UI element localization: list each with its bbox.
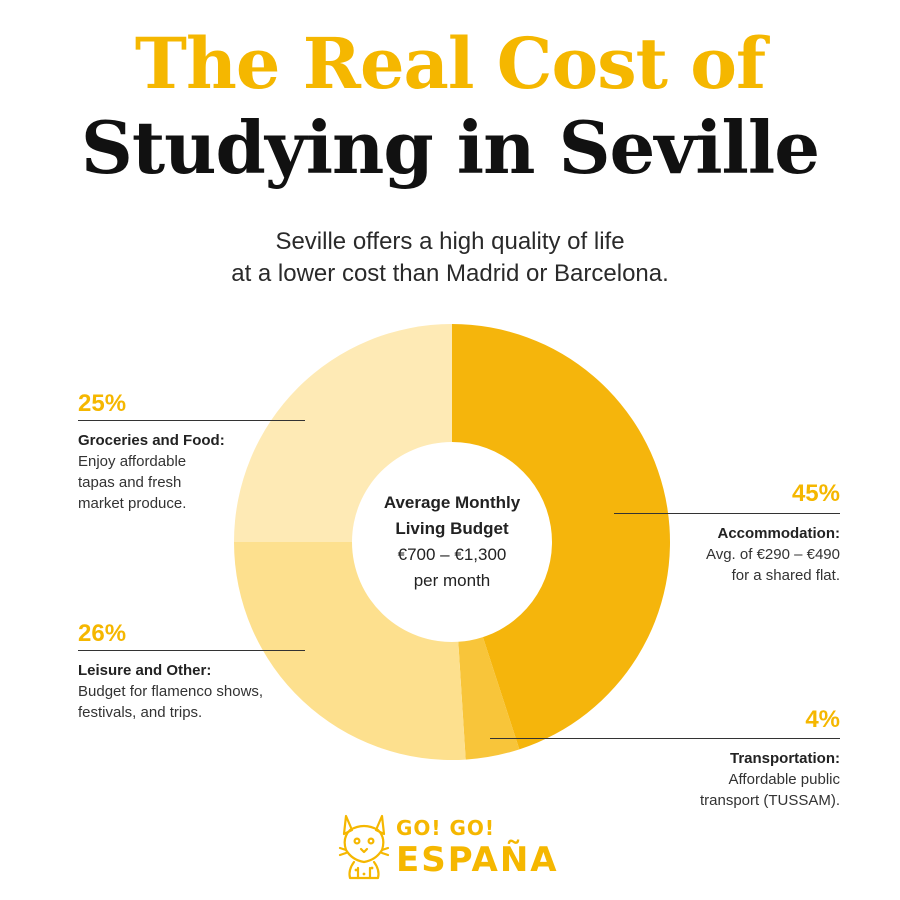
accommodation-percent: 45%: [791, 480, 840, 507]
title-line-1: The Real Cost of: [134, 22, 766, 105]
accommodation-desc: Avg. of €290 – €490 for a shared flat.: [614, 544, 840, 586]
accommodation-desc-line-2: for a shared flat.: [731, 567, 840, 584]
transportation-desc-line-2: transport (TUSSAM).: [699, 792, 840, 809]
callout-accommodation: 45% Accommodation: Avg. of €290 – €490 f…: [614, 480, 840, 586]
subtitle-line-1: Seville offers a high quality of life: [275, 228, 625, 255]
leisure-desc-line-2: festivals, and trips.: [78, 704, 203, 721]
transportation-desc-line-1: Affordable public: [728, 771, 840, 788]
logo-line-2: ESPAÑA: [396, 840, 559, 880]
subtitle: Seville offers a high quality of life at…: [0, 226, 900, 290]
groceries-desc-line-2: tapas and fresh: [78, 474, 182, 491]
center-title-line-2: Living Budget: [395, 519, 509, 538]
accommodation-rule: [614, 513, 840, 514]
slice-accommodation: [452, 324, 670, 750]
slice-leisure: [234, 542, 466, 760]
transportation-label: Transportation:: [729, 750, 840, 767]
leisure-label: Leisure and Other:: [78, 662, 212, 679]
groceries-desc-line-1: Enjoy affordable: [78, 453, 187, 470]
slice-groceries: [234, 324, 452, 542]
groceries-percent: 25%: [78, 390, 127, 417]
leisure-desc-line-1: Budget for flamenco shows,: [78, 683, 264, 700]
callout-leisure: 26% Leisure and Other: Budget for flamen…: [78, 620, 305, 723]
title-line-2: Studying in Seville: [80, 105, 820, 190]
groceries-desc-line-3: market produce.: [78, 495, 187, 512]
leisure-rule: [78, 650, 305, 651]
callout-transportation: 4% Transportation: Affordable public tra…: [490, 706, 840, 811]
accommodation-label: Accommodation:: [717, 525, 840, 542]
leisure-desc: Budget for flamenco shows, festivals, an…: [78, 681, 305, 723]
lynx-mascot-icon: [338, 814, 390, 880]
center-range-line-1: €700 – €1,300: [397, 545, 507, 564]
leisure-percent: 26%: [78, 620, 127, 647]
logo-line-1: GO! GO!: [396, 816, 496, 840]
transportation-desc: Affordable public transport (TUSSAM).: [490, 769, 840, 811]
callout-groceries: 25% Groceries and Food: Enjoy affordable…: [78, 390, 305, 514]
brand-logo: GO! GO! ESPAÑA: [336, 808, 576, 880]
slice-transportation: [458, 637, 520, 760]
subtitle-line-2: at a lower cost than Madrid or Barcelona…: [231, 260, 669, 287]
groceries-desc: Enjoy affordable tapas and fresh market …: [78, 451, 305, 514]
transportation-rule: [490, 738, 840, 739]
center-title-line-1: Average Monthly: [383, 493, 521, 512]
groceries-rule: [78, 420, 305, 421]
transportation-percent: 4%: [805, 706, 840, 733]
chart-center-label: Average Monthly Living Budget €700 – €1,…: [352, 490, 552, 594]
center-range-line-2: per month: [413, 571, 491, 590]
accommodation-desc-line-1: Avg. of €290 – €490: [705, 546, 840, 563]
groceries-label: Groceries and Food:: [78, 432, 225, 449]
